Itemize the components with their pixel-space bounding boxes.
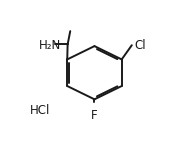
Text: F: F xyxy=(91,109,98,122)
Text: HCl: HCl xyxy=(30,105,51,118)
Text: H₂N: H₂N xyxy=(39,39,61,52)
Text: Cl: Cl xyxy=(134,39,146,52)
